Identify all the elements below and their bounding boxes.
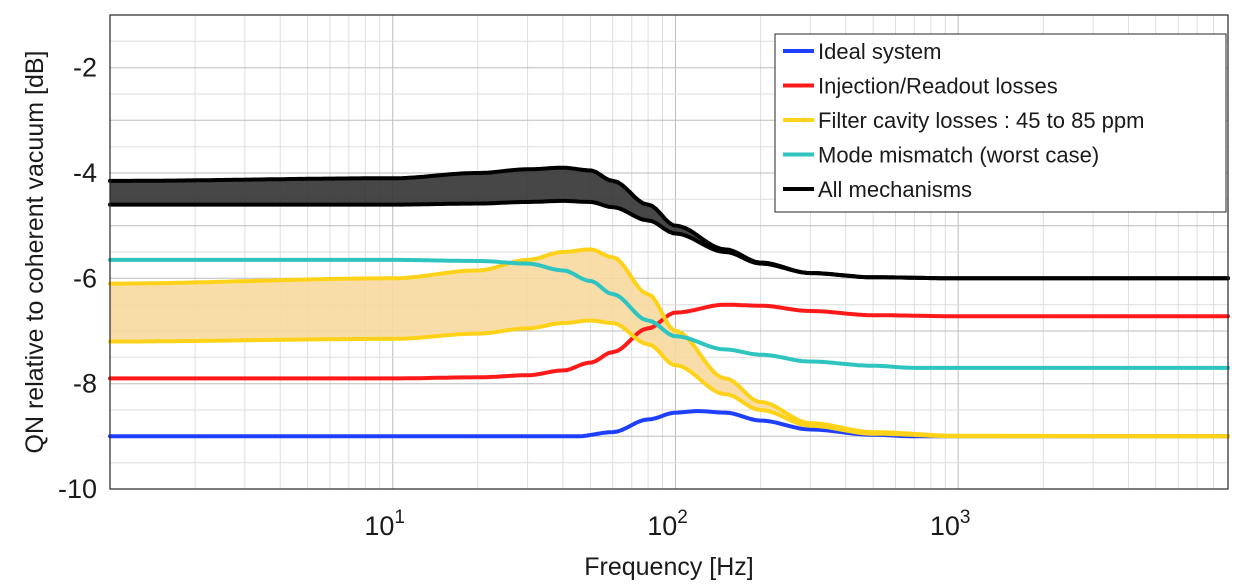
y-tick-label: -10 xyxy=(58,474,97,504)
y-tick-label: -8 xyxy=(73,369,97,399)
series-line-mode-mismatch-worst-case xyxy=(108,257,1230,370)
y-tick-label: -2 xyxy=(73,53,97,83)
band-filter-cavity-losses-45-to-85-ppm xyxy=(110,249,1228,437)
series-line-all-mechanisms xyxy=(108,198,1230,281)
y-axis-label: QN relative to coherent vacuum [dB] xyxy=(21,51,49,454)
series-line-injection-readout-losses xyxy=(108,302,1230,381)
legend-box xyxy=(774,33,1227,213)
x-tick-label: 103 xyxy=(930,507,971,541)
x-axis-label: Frequency [Hz] xyxy=(584,553,754,581)
y-tick-label: -4 xyxy=(73,158,97,188)
series-line-filter-cavity-losses-45-to-85-ppm xyxy=(108,318,1230,439)
y-tick-label: -6 xyxy=(73,263,97,293)
x-tick-label: 101 xyxy=(364,507,405,541)
legend: Ideal system Injection/Readout losses Filt… xyxy=(774,33,1227,213)
legend-items: Ideal system Injection/Readout losses Filt… xyxy=(783,39,1144,202)
legend-label-ideal-system: Ideal system xyxy=(818,39,942,64)
legend-label-injection-readout-losses: Injection/Readout losses xyxy=(818,74,1058,99)
legend-label-all-mechanisms: All mechanisms xyxy=(818,177,972,202)
x-tick-labels: 101 102 103 xyxy=(364,507,970,541)
y-tick-labels: -10 -8 -6 -4 -2 xyxy=(58,53,97,504)
legend-label-mode-mismatch-worst-case: Mode mismatch (worst case) xyxy=(818,143,1099,168)
legend-label-filter-cavity-losses-45-to-85-ppm: Filter cavity losses : 45 to 85 ppm xyxy=(818,108,1144,133)
x-tick-label: 102 xyxy=(647,507,688,541)
plot-frame xyxy=(109,14,1229,490)
series-lines xyxy=(108,165,1230,439)
